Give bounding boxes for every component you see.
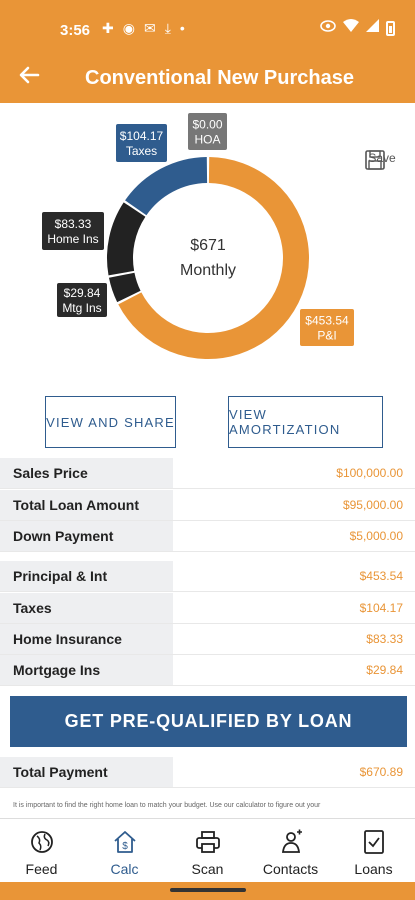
download-icon: ⤓ [164, 20, 171, 36]
table-row: Taxes $104.17 [0, 593, 415, 624]
svg-text:$: $ [122, 841, 128, 852]
status-time: 3:56 [60, 22, 91, 39]
donut-slice [125, 157, 208, 216]
slice-name: HOA [194, 133, 220, 147]
row-value: $100,000.00 [173, 458, 415, 488]
table-row: Total Loan Amount $95,000.00 [0, 490, 415, 521]
contacts-icon [278, 829, 304, 855]
payment-chart: $453.54 P&I $29.84 Mtg Ins $83.33 Home Ins $10… [0, 103, 415, 393]
signal-icon [366, 19, 379, 37]
total-value: $670.89 [173, 757, 415, 787]
nav-item-contacts[interactable]: Contacts [249, 819, 332, 882]
total-label: Total Payment [0, 757, 173, 787]
disclaimer-text: It is important to find the right home l… [13, 802, 321, 809]
center-label: Monthly [180, 262, 236, 279]
row-label: Down Payment [0, 521, 173, 551]
slice-label-box [300, 309, 354, 346]
document-check-icon [363, 829, 385, 855]
row-label: Taxes [0, 593, 173, 623]
row-label: Home Insurance [0, 624, 173, 654]
gesture-bar [0, 882, 415, 900]
table-row: Down Payment $5,000.00 [0, 521, 415, 552]
view-and-share-button[interactable]: VIEW AND SHARE [45, 396, 176, 448]
wifi-icon [343, 19, 359, 37]
row-label: Total Loan Amount [0, 490, 173, 520]
get-pre-qualified-button[interactable]: GET PRE-QUALIFIED BY LOAN [10, 696, 407, 747]
eye-icon [320, 19, 336, 37]
row-label: Sales Price [0, 458, 173, 488]
view-amortization-button[interactable]: VIEW AMORTIZATION [228, 396, 383, 448]
row-value: $83.33 [173, 624, 415, 654]
slice-label: $453.54P&I [300, 309, 354, 346]
slice-amount: $29.84 [64, 286, 101, 300]
page-title: Conventional New Purchase [85, 67, 354, 89]
house-dollar-icon: $ [112, 829, 138, 855]
row-value: $29.84 [173, 655, 415, 685]
slice-amount: $0.00 [192, 118, 222, 132]
center-amount: $671 [190, 237, 226, 254]
slice-name: Taxes [126, 144, 157, 158]
slice-name: Home Ins [47, 232, 98, 246]
save-button[interactable]: Save [364, 149, 400, 170]
nav-item-calc[interactable]: $ Calc [83, 819, 166, 882]
row-value: $5,000.00 [173, 521, 415, 551]
row-value: $95,000.00 [173, 490, 415, 520]
row-label: Mortgage Ins [0, 655, 173, 685]
globe-icon [30, 829, 54, 855]
mail-icon: ✉ [143, 20, 156, 36]
battery-icon [386, 20, 395, 36]
status-bar: 3:56 ✚ ◉ ✉ ⤓ • [0, 0, 415, 62]
table-row: Mortgage Ins $29.84 [0, 655, 415, 686]
nav-label: Calc [110, 861, 139, 877]
nav-label: Scan [191, 861, 224, 877]
notification-icons: ✚ ◉ ✉ ⤓ • [102, 20, 185, 37]
dot-icon: • [179, 20, 185, 36]
donut-slice [108, 272, 141, 303]
donut-slice [107, 202, 146, 276]
slice-label-box [57, 283, 107, 317]
header-bar: 3:56 ✚ ◉ ✉ ⤓ • Conventional New Purchase [0, 0, 415, 103]
nav-item-scan[interactable]: Scan [166, 819, 249, 882]
home-indicator [170, 888, 246, 892]
row-label: Principal & Int [0, 561, 173, 591]
row-value: $453.54 [173, 561, 415, 591]
slice-name: P&I [317, 329, 336, 343]
table-row: Sales Price $100,000.00 [0, 458, 415, 489]
nav-item-loans[interactable]: Loans [332, 819, 415, 882]
total-row: Total Payment $670.89 [0, 757, 415, 788]
puzzle-icon: ✚ [102, 20, 114, 36]
nav-label: Contacts [262, 861, 319, 877]
slice-label-box [42, 212, 104, 250]
donut-slice [118, 157, 309, 359]
nav-label: Feed [25, 861, 58, 877]
nav-label: Loans [354, 861, 393, 877]
slice-label-box [188, 113, 227, 150]
system-icons [320, 19, 395, 37]
row-value: $104.17 [173, 593, 415, 623]
slice-label-box [116, 124, 167, 162]
slice-amount: $104.17 [120, 129, 164, 143]
slice-name: Mtg Ins [62, 301, 101, 315]
slice-amount: $453.54 [305, 314, 349, 328]
printer-icon [195, 829, 221, 855]
nav-item-feed[interactable]: Feed [0, 819, 83, 882]
save-icon [365, 150, 385, 170]
table-row: Home Insurance $83.33 [0, 624, 415, 655]
app-bar: Conventional New Purchase [0, 62, 415, 103]
table-row: Principal & Int $453.54 [0, 561, 415, 592]
slice-amount: $83.33 [55, 217, 92, 231]
back-arrow-icon[interactable] [18, 64, 40, 94]
app-icon: ◉ [122, 20, 135, 36]
bottom-nav: Feed $ Calc Scan Contacts Loans [0, 818, 415, 882]
